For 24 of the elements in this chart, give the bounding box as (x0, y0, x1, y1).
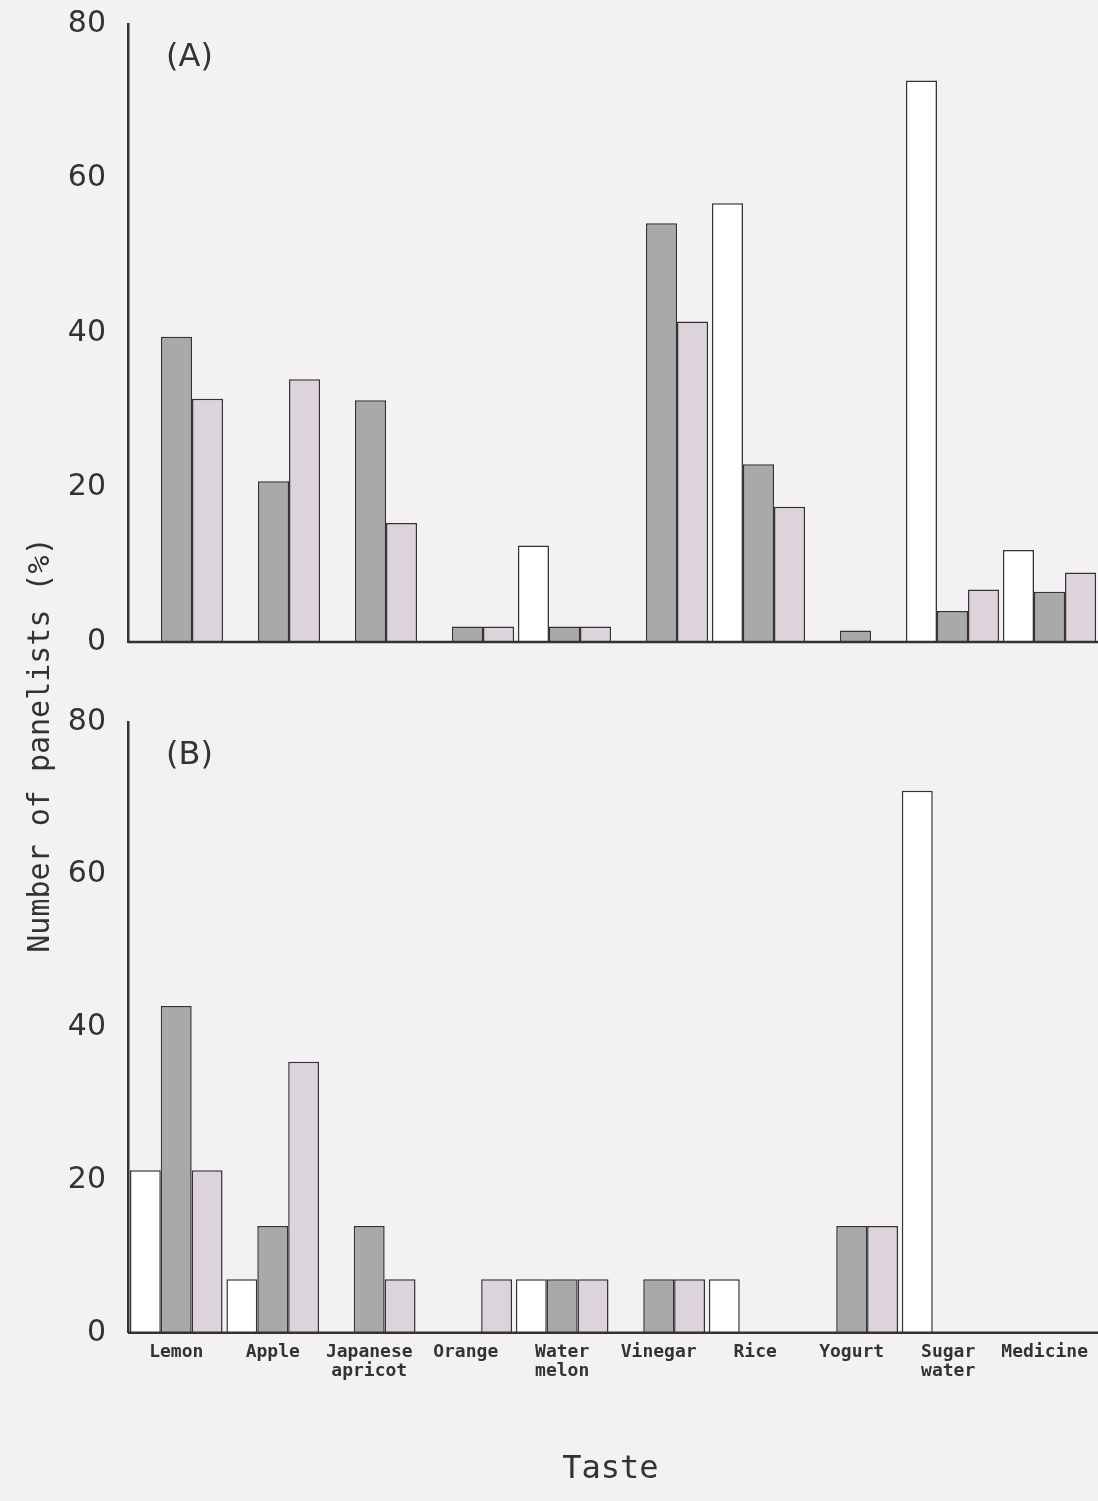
y-tick-label: 0 (86, 621, 106, 657)
x-tick-label: Sugar water (921, 1339, 976, 1380)
y-tick-label: 20 (67, 467, 106, 503)
y-tick-label: 40 (67, 1007, 106, 1043)
x-tick-label: Rice (733, 1339, 778, 1361)
x-tick-label: Vinegar (620, 1339, 697, 1361)
x-tick-label: Apple (245, 1339, 300, 1361)
y-tick-label: 40 (67, 312, 106, 348)
y-axis-title: Number of panelists (%) (20, 537, 56, 953)
y-tick-label: 0 (86, 1312, 106, 1348)
x-tick-label: Medicine (1001, 1339, 1089, 1361)
y-tick-label: 20 (67, 1159, 106, 1195)
x-tick-label: Lemon (149, 1339, 204, 1361)
y-tick-label: 60 (67, 854, 106, 890)
y-tick-label: 60 (67, 158, 106, 194)
text: (A) (166, 36, 213, 75)
x-tick-label: Orange (433, 1339, 499, 1361)
y-tick-label: 80 (67, 3, 106, 39)
x-tick-label: Water melon (535, 1339, 590, 1380)
x-tick-label: Yogurt (819, 1339, 885, 1361)
x-tick-label: Japanese apricot (325, 1339, 413, 1380)
x-axis-title: Taste (562, 1448, 659, 1487)
y-tick-label: 80 (67, 701, 106, 737)
text: (B) (166, 734, 213, 773)
